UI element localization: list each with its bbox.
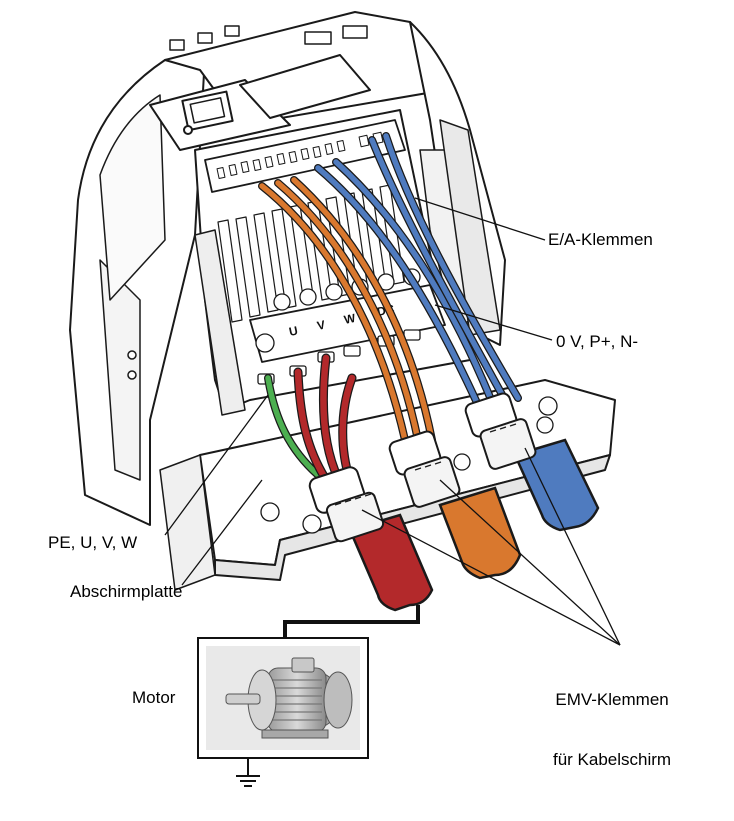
label-motor: Motor <box>132 688 176 707</box>
leader-dc-terminals <box>434 304 553 341</box>
leader-motor-terminals <box>164 394 269 536</box>
display-window <box>181 90 234 132</box>
terminal-mark-w: W <box>343 311 358 327</box>
motor-box <box>197 637 369 759</box>
leader-lines <box>164 197 621 646</box>
label-dc-terminals: 0 V, P+, N- <box>556 332 639 351</box>
terminal-mark-v: V <box>316 318 327 333</box>
label-shield-plate: Abschirmplatte <box>70 582 183 601</box>
label-emc-clamps-line2: für Kabelschirm <box>553 750 672 769</box>
leader-emc-red <box>361 509 621 646</box>
leader-shield-plate <box>181 479 263 586</box>
motor-cable-red <box>308 466 434 612</box>
label-motor-terminals: PE, U, V, W <box>48 533 138 552</box>
housing-right-rail <box>439 119 501 336</box>
terminal-mark-u: U <box>288 323 299 338</box>
motor-connection-line <box>283 605 420 640</box>
label-emc-clamps-line1: EMV-Klemmen <box>555 690 669 709</box>
label-emc-clamps: EMV-Klemmen für Kabelschirm <box>553 650 671 790</box>
leader-emc-orange <box>439 479 621 646</box>
plate-screws <box>260 396 558 534</box>
motor-image <box>225 657 353 739</box>
io-cable-blue <box>464 392 600 532</box>
housing-left-inner <box>99 259 141 481</box>
io-wires-orange <box>258 176 436 444</box>
label-io-terminals: E/A-Klemmen <box>548 230 653 249</box>
io-wires-blue <box>314 132 522 409</box>
housing-top-panel <box>239 54 371 119</box>
ground-symbol-plate <box>255 333 275 353</box>
housing-left-rail <box>194 229 246 416</box>
ground-icon <box>236 758 260 787</box>
leader-io-terminals <box>414 197 546 241</box>
housing-left-window <box>99 94 166 301</box>
leader-emc-blue <box>524 447 621 646</box>
io-cable-orange <box>388 430 522 580</box>
